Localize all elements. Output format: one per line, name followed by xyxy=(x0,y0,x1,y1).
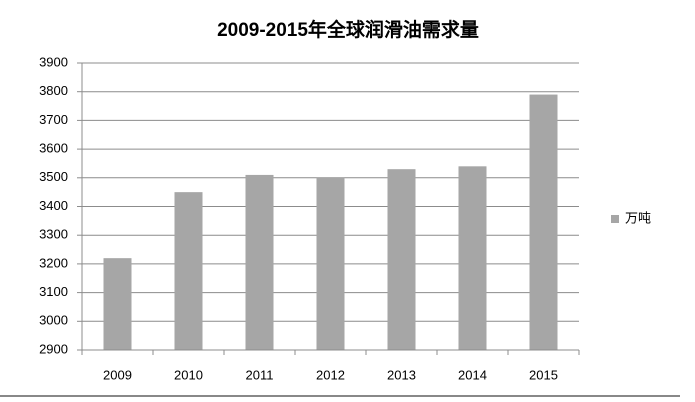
bar xyxy=(529,94,558,350)
x-tick-label: 2015 xyxy=(529,367,558,382)
x-tick-label: 2011 xyxy=(246,367,274,382)
y-tick-label: 3900 xyxy=(39,54,68,69)
chart-title: 2009-2015年全球润滑油需求量 xyxy=(217,18,479,41)
y-tick-label: 3500 xyxy=(39,169,68,184)
y-tick-label: 3200 xyxy=(39,255,68,270)
y-tick-label: 3100 xyxy=(39,284,68,299)
bar xyxy=(316,177,345,350)
bar xyxy=(103,258,132,350)
bar xyxy=(245,174,274,350)
bar xyxy=(387,169,416,350)
x-tick-label: 2013 xyxy=(387,367,416,382)
y-tick-label: 3300 xyxy=(39,227,68,242)
legend-label: 万吨 xyxy=(625,210,651,225)
y-tick-label: 3400 xyxy=(39,198,68,213)
y-tick-label: 3700 xyxy=(39,112,68,127)
y-tick-label: 3000 xyxy=(39,313,68,328)
bar xyxy=(458,166,487,350)
y-tick-label: 3600 xyxy=(39,141,68,156)
legend-swatch xyxy=(611,215,619,223)
x-tick-label: 2009 xyxy=(103,367,132,382)
x-tick-label: 2014 xyxy=(458,367,487,382)
x-tick-label: 2012 xyxy=(316,367,345,382)
y-tick-label: 2900 xyxy=(39,341,68,356)
y-tick-label: 3800 xyxy=(39,83,68,98)
x-tick-label: 2010 xyxy=(174,367,203,382)
bar xyxy=(174,192,203,350)
